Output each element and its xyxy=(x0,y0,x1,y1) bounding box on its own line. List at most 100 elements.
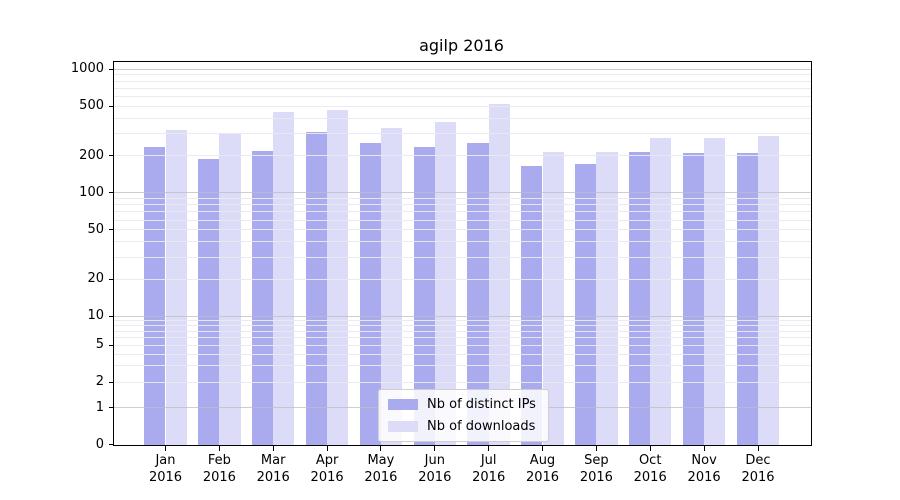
bar-distinct_ips-may-2016 xyxy=(359,142,381,445)
gridline-minor xyxy=(114,117,811,119)
y-tick-mark xyxy=(109,444,114,445)
y-tick-label: 1000 xyxy=(70,61,104,77)
x-tick-mark xyxy=(649,446,651,451)
gridline-minor xyxy=(114,330,811,332)
bar-downloads-nov-2016 xyxy=(704,138,726,445)
y-tick-mark xyxy=(109,192,114,194)
y-tick-label: 20 xyxy=(87,271,104,286)
gridline-minor xyxy=(114,204,811,206)
bar-distinct_ips-feb-2016 xyxy=(198,159,220,445)
bar-distinct_ips-nov-2016 xyxy=(682,152,705,445)
gridline-minor xyxy=(114,381,811,383)
legend-label-downloads: Nb of downloads xyxy=(427,419,536,434)
y-tick-label: 5 xyxy=(95,337,104,353)
x-tick-mark xyxy=(326,446,328,451)
gridline-minor xyxy=(114,325,811,326)
bar-distinct_ips-oct-2016 xyxy=(628,151,651,445)
x-tick-mark xyxy=(272,446,274,451)
gridline-major xyxy=(114,192,811,194)
x-tick-label-nov: Nov 2016 xyxy=(687,453,721,485)
gridline-minor xyxy=(114,74,811,76)
gridline-minor xyxy=(114,256,811,258)
chart-title: agilp 2016 xyxy=(419,36,504,55)
x-tick-label-sep: Sep 2016 xyxy=(579,453,613,485)
legend-item-distinct-ips: Nb of distinct IPs xyxy=(388,397,536,412)
gridline-minor xyxy=(114,87,811,89)
bar-distinct_ips-jan-2016 xyxy=(144,146,166,445)
y-tick-label: 50 xyxy=(87,221,104,237)
gridline-minor xyxy=(114,278,811,280)
y-tick-label: 100 xyxy=(79,184,104,200)
y-tick-label: 10 xyxy=(87,308,104,324)
y-tick-label: 2 xyxy=(95,374,104,389)
x-tick-label-apr: Apr 2016 xyxy=(310,453,344,485)
x-tick-mark xyxy=(488,446,490,451)
bar-distinct_ips-jun-2016 xyxy=(413,146,435,445)
bar-distinct_ips-sep-2016 xyxy=(575,164,597,445)
bar-downloads-apr-2016 xyxy=(327,109,349,445)
y-tick-label: 1 xyxy=(95,399,104,415)
y-tick-mark xyxy=(109,105,114,107)
bar-downloads-dec-2016 xyxy=(758,136,780,445)
bar-downloads-oct-2016 xyxy=(650,138,672,445)
gridline-minor xyxy=(114,80,811,82)
gridline-minor xyxy=(114,365,811,367)
legend-label-distinct-ips: Nb of distinct IPs xyxy=(427,397,536,412)
x-tick-mark xyxy=(595,446,597,451)
x-tick-label-jan: Jan 2016 xyxy=(148,453,183,485)
legend-swatch-downloads xyxy=(388,421,418,432)
gridline-minor xyxy=(114,105,811,107)
gridline-minor xyxy=(114,353,811,355)
bar-distinct_ips-dec-2016 xyxy=(736,152,758,445)
bar-downloads-jan-2016 xyxy=(165,129,187,445)
plot-area: Nb of distinct IPs Nb of downloads 1000 5… xyxy=(71,61,812,485)
y-tick-mark xyxy=(109,344,114,346)
y-tick-mark xyxy=(109,155,114,157)
y-tick-mark xyxy=(109,68,114,70)
y-tick-mark xyxy=(109,407,114,409)
x-tick-label-jun: Jun 2016 xyxy=(418,453,452,485)
legend-swatch-distinct-ips xyxy=(388,399,418,410)
gridline-minor xyxy=(114,241,811,243)
x-tick-label-oct: Oct 2016 xyxy=(633,453,667,485)
gridline-minor xyxy=(114,197,811,199)
gridline-minor xyxy=(114,320,811,321)
bar-distinct_ips-apr-2016 xyxy=(305,132,328,445)
bar-distinct_ips-mar-2016 xyxy=(251,150,274,445)
x-tick-label-jul: Jul 2016 xyxy=(472,453,506,485)
bar-distinct_ips-aug-2016 xyxy=(521,165,543,445)
x-tick-mark xyxy=(703,446,705,451)
legend: Nb of distinct IPs Nb of downloads xyxy=(378,389,549,442)
gridline-minor xyxy=(114,337,811,339)
x-tick-mark xyxy=(434,446,436,451)
y-tick-label: 200 xyxy=(79,147,104,163)
legend-item-downloads: Nb of downloads xyxy=(388,419,536,434)
gridline-minor xyxy=(114,344,811,346)
x-tick-mark xyxy=(542,446,543,451)
y-tick-label: 500 xyxy=(79,98,104,114)
gridline-minor xyxy=(114,211,811,213)
x-tick-mark xyxy=(757,446,759,451)
x-tick-mark xyxy=(380,446,382,451)
gridline-major xyxy=(114,68,811,70)
bar-distinct_ips-jul-2016 xyxy=(467,143,489,445)
y-tick-mark xyxy=(109,381,114,383)
bar-downloads-mar-2016 xyxy=(273,111,295,445)
y-tick-mark xyxy=(109,278,114,280)
gridline-minor xyxy=(114,133,811,135)
bar-downloads-aug-2016 xyxy=(542,151,564,445)
gridline-minor xyxy=(114,96,811,98)
gridline-minor xyxy=(114,219,811,221)
bar-downloads-jun-2016 xyxy=(434,122,457,445)
x-tick-label-mar: Mar 2016 xyxy=(256,453,290,485)
gridline-minor xyxy=(114,229,811,231)
x-tick-mark xyxy=(218,446,220,451)
y-tick-mark xyxy=(109,229,114,231)
y-tick-mark xyxy=(109,315,114,317)
x-tick-label-dec: Dec 2016 xyxy=(741,453,775,485)
bar-downloads-feb-2016 xyxy=(219,133,241,445)
bar-downloads-sep-2016 xyxy=(596,151,618,445)
x-tick-mark xyxy=(165,446,166,451)
gridline-major xyxy=(114,315,811,317)
